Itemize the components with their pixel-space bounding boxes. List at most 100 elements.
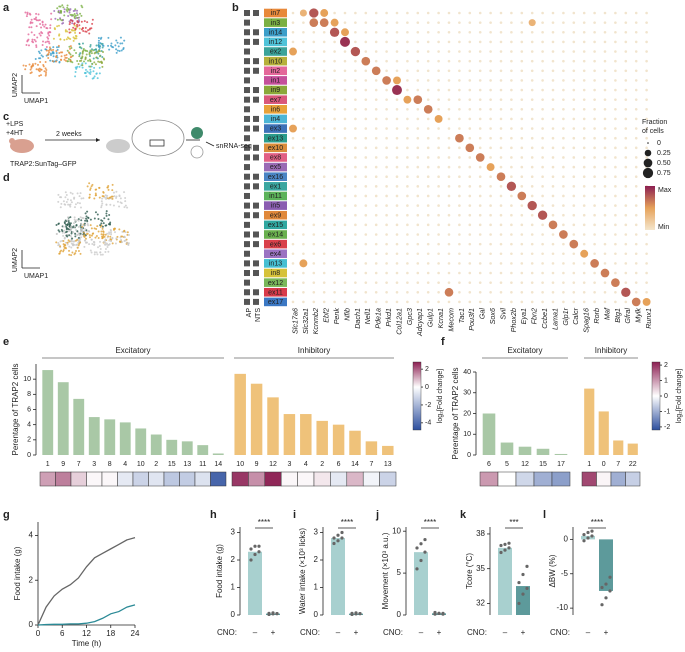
umap-point <box>63 10 66 13</box>
panel-letter: h <box>210 509 217 521</box>
background-dot <box>458 98 461 101</box>
background-dot <box>499 59 503 63</box>
background-dot <box>614 79 617 82</box>
background-dot <box>478 281 482 284</box>
background-dot <box>312 108 316 111</box>
background-dot <box>541 300 544 304</box>
umap-point <box>73 206 76 209</box>
background-dot <box>603 223 607 227</box>
cluster-box <box>264 76 287 85</box>
background-dot <box>614 194 617 198</box>
umap-point <box>100 233 103 236</box>
background-dot <box>489 79 492 82</box>
umap-point <box>84 223 87 226</box>
background-dot <box>562 146 565 150</box>
umap-point <box>63 54 66 57</box>
umap-point <box>94 194 97 197</box>
background-dot <box>603 204 607 207</box>
background-dot <box>582 30 586 34</box>
gene-label: Slc17a6 <box>290 308 299 334</box>
bar <box>554 453 568 455</box>
background-dot <box>333 117 336 121</box>
background-dot <box>343 223 347 227</box>
background-dot <box>478 59 482 63</box>
dot <box>341 28 349 37</box>
umap-point <box>93 253 96 256</box>
umap-point <box>123 235 126 238</box>
background-dot <box>541 11 544 15</box>
umap-point <box>72 244 75 247</box>
background-dot <box>645 98 648 101</box>
umap-point <box>77 219 80 222</box>
umap-point <box>55 52 58 55</box>
background-dot <box>406 252 409 256</box>
background-dot <box>322 252 326 256</box>
umap-point <box>28 63 31 66</box>
background-dot <box>634 117 638 121</box>
umap-point <box>77 21 80 24</box>
point <box>507 541 511 545</box>
background-dot <box>437 281 440 284</box>
umap-point <box>100 200 103 203</box>
background-dot <box>520 40 524 44</box>
legend-dot <box>647 142 649 144</box>
background-dot <box>541 262 544 265</box>
background-dot <box>624 175 628 179</box>
background-dot <box>395 50 399 53</box>
background-dot <box>385 213 388 217</box>
mouse <box>10 139 34 153</box>
background-dot <box>603 136 607 140</box>
background-dot <box>364 30 368 34</box>
umap-point <box>28 26 31 29</box>
heat-cell <box>248 471 266 487</box>
umap-point <box>62 225 65 228</box>
background-dot <box>572 69 576 73</box>
umap-point <box>66 60 69 63</box>
background-dot <box>624 50 628 53</box>
cluster-box <box>264 210 287 220</box>
background-dot <box>593 156 596 159</box>
x-tick-label: 14 <box>351 461 359 468</box>
umap-point <box>88 193 91 196</box>
background-dot <box>530 79 534 82</box>
background-dot <box>291 165 295 169</box>
bar <box>42 370 54 455</box>
umap-point <box>96 57 99 60</box>
background-dot <box>551 69 555 73</box>
umap-point <box>70 242 73 245</box>
background-dot <box>562 165 565 169</box>
umap-point <box>119 236 122 239</box>
umap-point <box>91 183 94 186</box>
umap-point <box>124 197 127 200</box>
umap-point <box>50 18 53 21</box>
background-dot <box>302 127 305 130</box>
background-dot <box>354 40 357 44</box>
legend-title: of cells <box>642 128 664 135</box>
background-dot <box>343 59 347 63</box>
region-marker <box>244 87 250 94</box>
y-tick-label: 0 <box>397 610 402 619</box>
background-dot <box>291 242 295 246</box>
point <box>590 534 594 538</box>
background-dot <box>551 175 555 179</box>
umap-point <box>48 34 51 37</box>
umap-point <box>69 53 72 56</box>
background-dot <box>416 108 420 111</box>
background-dot <box>426 223 430 227</box>
umap-point <box>49 53 52 56</box>
background-dot <box>499 271 503 275</box>
background-dot <box>385 175 388 179</box>
umap-point <box>58 252 61 255</box>
background-dot <box>406 69 409 73</box>
background-dot <box>489 146 492 150</box>
background-dot <box>354 30 357 34</box>
background-dot <box>645 242 648 246</box>
umap-point <box>41 55 44 58</box>
dot <box>289 124 297 133</box>
background-dot <box>385 185 388 188</box>
background-dot <box>582 108 586 111</box>
schematic-c <box>9 119 215 159</box>
bar <box>627 443 638 455</box>
cluster-box <box>264 259 287 268</box>
background-dot <box>302 146 305 150</box>
